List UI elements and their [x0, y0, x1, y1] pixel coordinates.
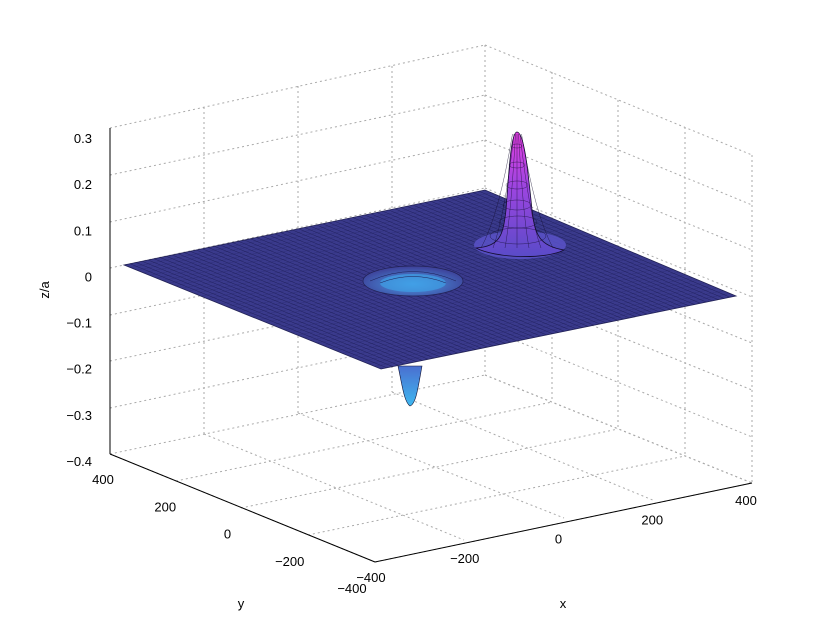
grid-lines — [109, 44, 753, 563]
x-tick-label: 400 — [735, 493, 757, 508]
z-tick-label: −0.1 — [66, 316, 92, 331]
x-tick-label: −400 — [356, 570, 385, 585]
y-tick-label: 0 — [224, 527, 231, 542]
x-axis-label: x — [560, 596, 567, 611]
z-tick-label: −0.4 — [66, 454, 92, 469]
z-tick-label: −0.3 — [66, 408, 92, 423]
z-tick-label: 0 — [85, 269, 92, 284]
y-tick-label: 200 — [154, 499, 176, 514]
z-tick-label: 0.2 — [74, 177, 92, 192]
y-axis-label: y — [238, 596, 245, 611]
y-tick-label: −200 — [275, 554, 304, 569]
x-tick-label: 0 — [555, 532, 562, 547]
y-tick-labels: 400 200 0 −200 −400 — [92, 472, 367, 596]
z-tick-label: −0.2 — [66, 362, 92, 377]
x-tick-labels: −400 −200 0 200 400 — [356, 493, 757, 585]
z-tick-labels: 0.3 0.2 0.1 0 −0.1 −0.2 −0.3 −0.4 — [66, 131, 92, 469]
peak — [474, 131, 566, 259]
y-tick-label: −400 — [337, 581, 366, 596]
axes — [109, 128, 753, 563]
x-tick-label: 200 — [641, 512, 663, 527]
x-tick-label: −200 — [450, 551, 479, 566]
z-tick-label: 0.3 — [74, 131, 92, 146]
trough-spike — [397, 365, 423, 407]
z-axis-label: z/a — [37, 281, 52, 299]
y-tick-label: 400 — [92, 472, 114, 487]
trough-bowl — [362, 265, 464, 297]
z-tick-label: 0.1 — [74, 223, 92, 238]
